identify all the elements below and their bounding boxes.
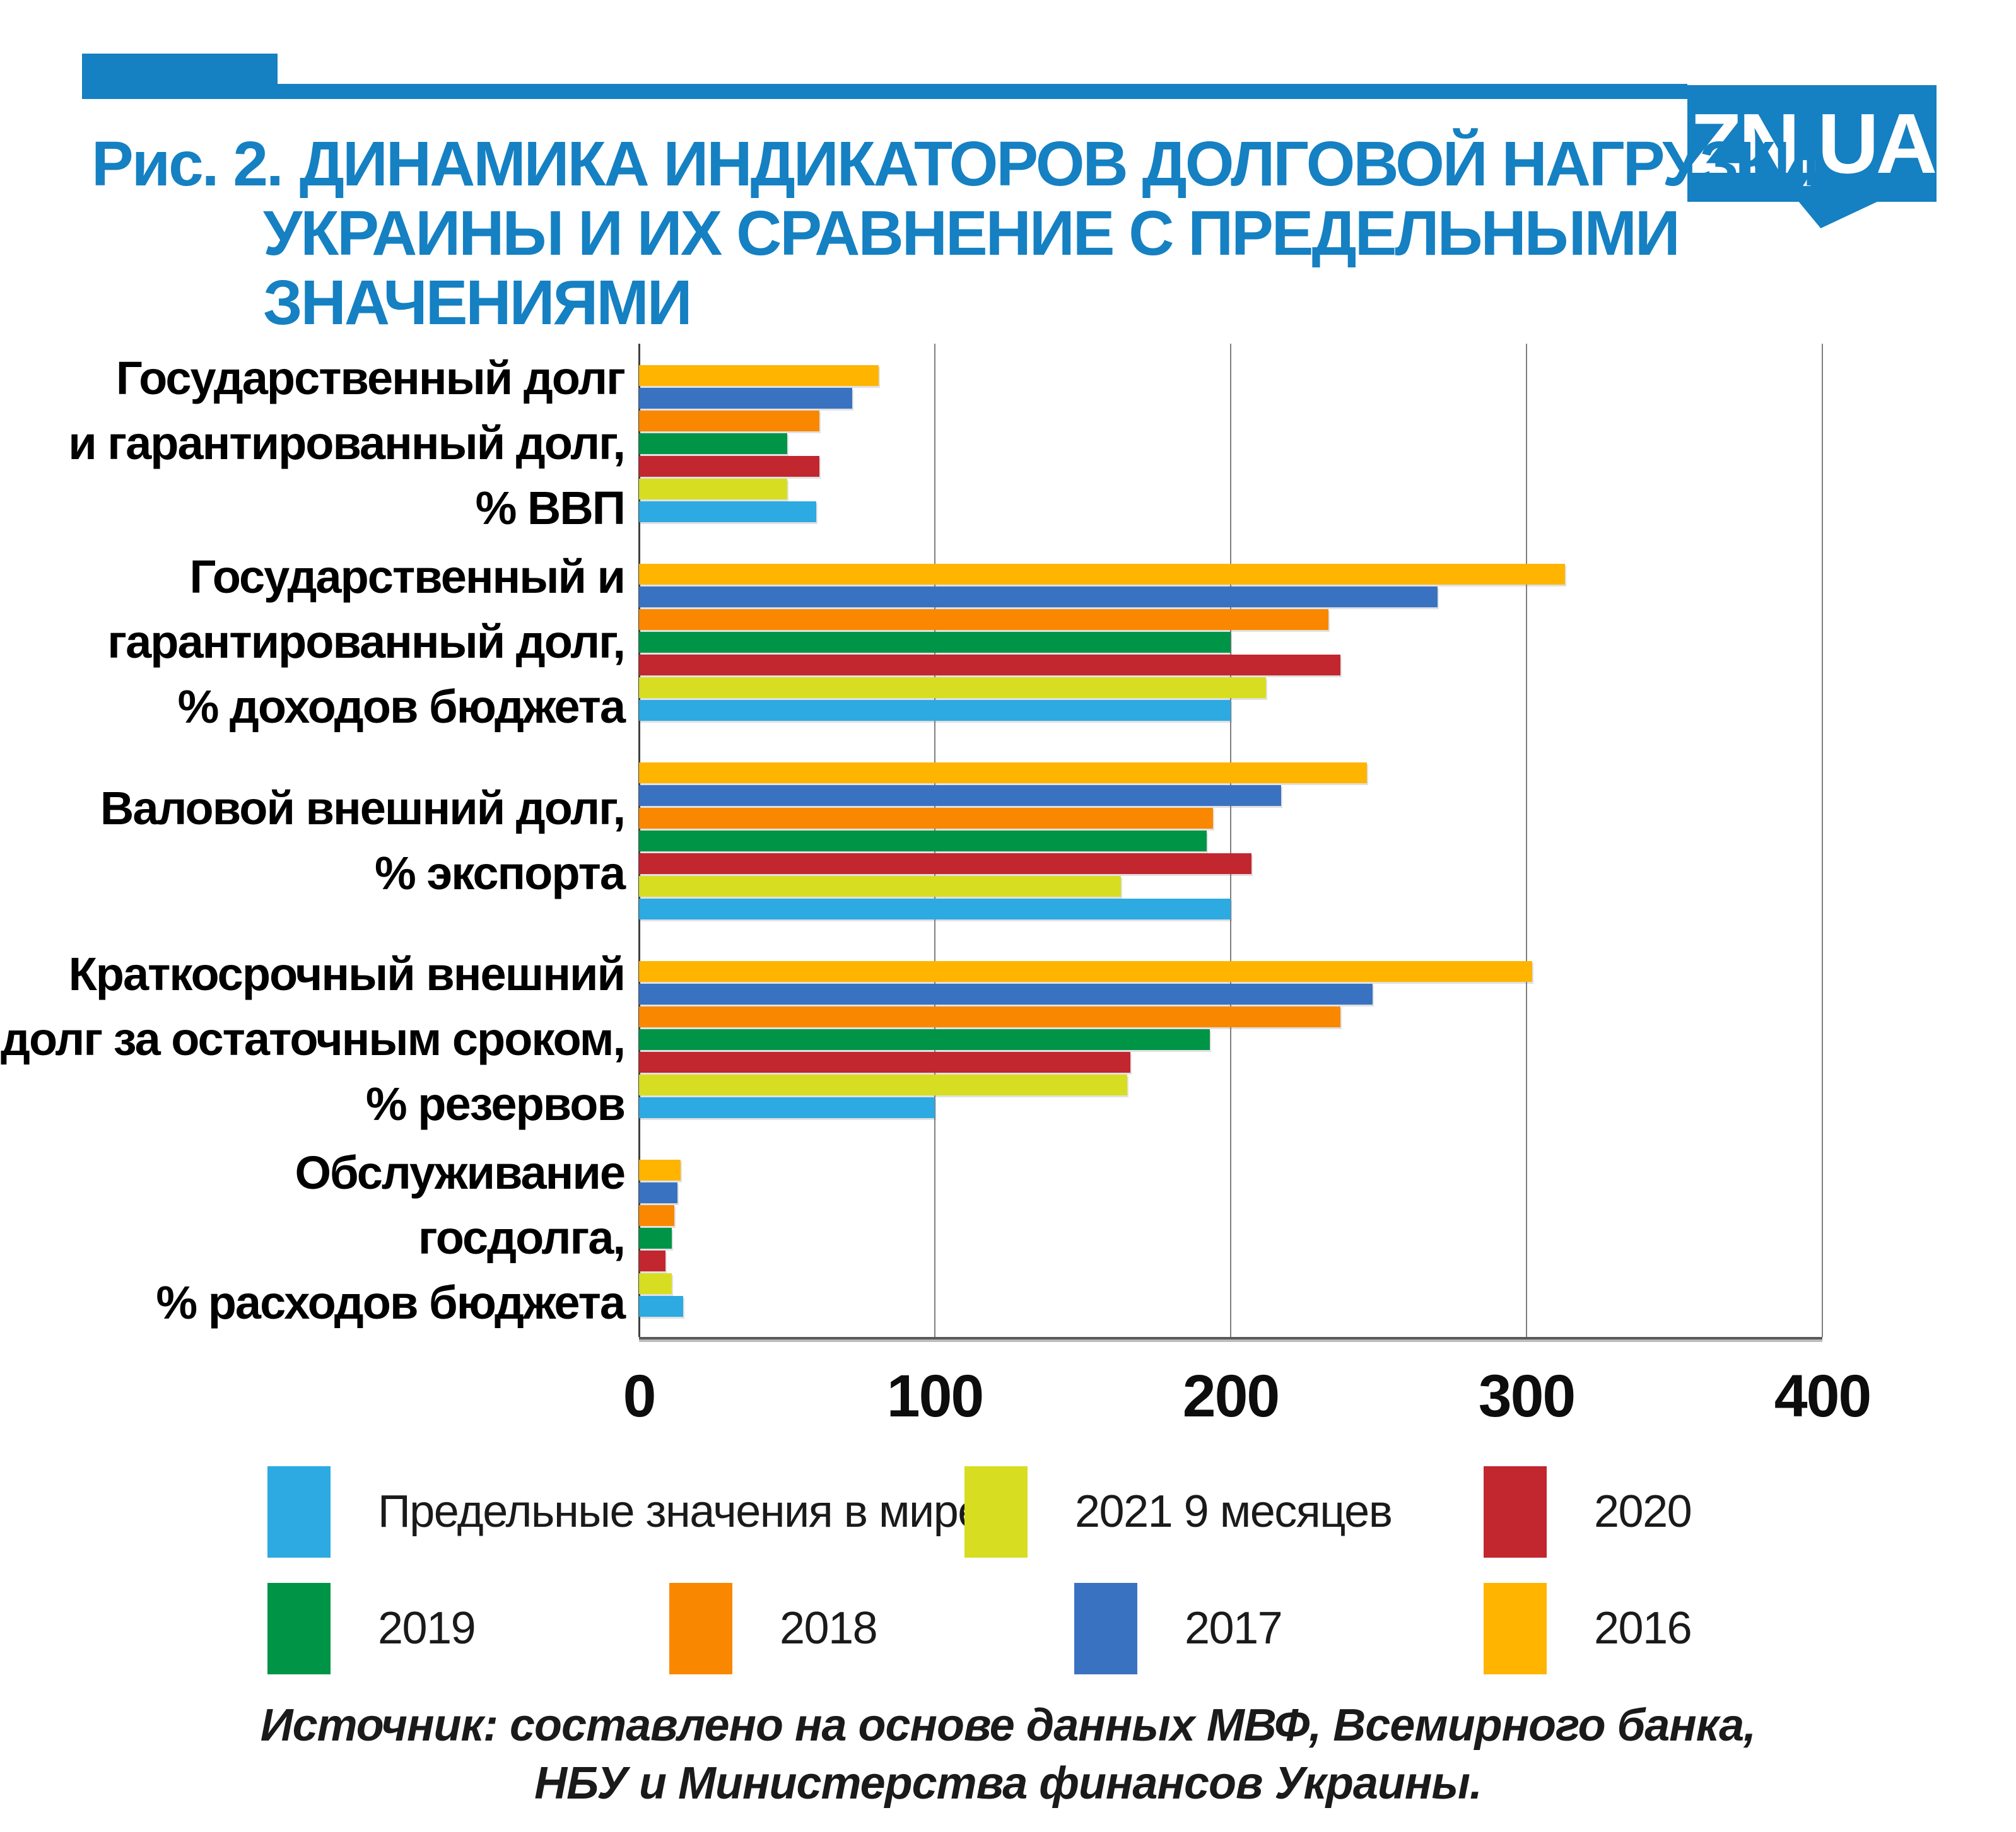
legend-label-2020: 2020 bbox=[1594, 1486, 1692, 1537]
source-line-2: НБУ и Министерства финансов Украины. bbox=[534, 1758, 1482, 1809]
bar-group3-2021-9-месяцев bbox=[639, 876, 1121, 897]
bar-group1-2016 bbox=[639, 365, 879, 386]
bar-group1-2017 bbox=[639, 388, 852, 409]
bar-group3-2019 bbox=[639, 831, 1207, 851]
bar-group4-2016 bbox=[639, 961, 1532, 982]
category-label-1: Государственный долг и гарантированный до… bbox=[38, 344, 626, 542]
category-label-5-line-1: Обслуживание bbox=[295, 1146, 626, 1199]
bar-group1-2019 bbox=[639, 433, 787, 454]
source-note: Источник: составлено на основе данных МВ… bbox=[0, 1696, 2016, 1812]
legend-swatch-2016 bbox=[1484, 1583, 1547, 1674]
legend-swatch-Предельные-значения-в-мире bbox=[267, 1466, 331, 1558]
legend-swatch-2019 bbox=[267, 1583, 331, 1674]
znua-logo-text: ZN,UA bbox=[1689, 96, 1937, 191]
bar-group1-Предельные-значения-в-мире bbox=[639, 501, 816, 522]
legend-swatch-2017 bbox=[1074, 1583, 1137, 1674]
gridline-400 bbox=[1822, 344, 1823, 1337]
bar-group3-2018 bbox=[639, 808, 1213, 829]
x-tick-0: 0 bbox=[623, 1363, 657, 1430]
category-label-2: Государственный и гарантированный долг, % … bbox=[38, 542, 626, 741]
bar-group5-2019 bbox=[639, 1228, 672, 1249]
source-line-1: Источник: составлено на основе данных МВ… bbox=[260, 1700, 1756, 1751]
category-label-3: Валовой внешний долг, % экспорта bbox=[38, 741, 626, 940]
category-label-1-line-1: Государственный долг bbox=[115, 352, 626, 404]
bar-group1-2018 bbox=[639, 411, 819, 431]
bar-group4-2019 bbox=[639, 1029, 1210, 1050]
category-label-2-line-2: гарантированный долг, bbox=[107, 616, 626, 668]
gridline-100 bbox=[934, 344, 935, 1337]
legend-label-2017: 2017 bbox=[1185, 1603, 1283, 1654]
bar-group2-2016 bbox=[639, 564, 1565, 585]
category-label-1-line-3: % ВВП bbox=[475, 482, 626, 534]
figure-title-text-1: ДИНАМИКА ИНДИКАТОРОВ ДОЛГОВОЙ НАГРУЗКИ bbox=[299, 129, 1819, 199]
legend-label-2018: 2018 bbox=[780, 1603, 878, 1654]
bar-group1-2020 bbox=[639, 456, 819, 477]
category-label-1-line-2: и гарантированный долг, bbox=[68, 417, 626, 469]
x-axis-line bbox=[639, 1337, 1822, 1339]
figure-title-line-1: Рис. 2. ДИНАМИКА ИНДИКАТОРОВ ДОЛГОВОЙ НА… bbox=[91, 129, 1819, 199]
category-label-4-line-1: Краткосрочный внешний bbox=[68, 948, 626, 1000]
category-label-2-line-1: Государственный и bbox=[189, 551, 626, 603]
bar-group3-Предельные-значения-в-мире bbox=[639, 899, 1231, 919]
bar-group4-Предельные-значения-в-мире bbox=[639, 1097, 935, 1118]
legend-swatch-2020 bbox=[1484, 1466, 1547, 1558]
znua-logo: ZN,UA bbox=[1687, 85, 1937, 202]
bar-group2-2020 bbox=[639, 655, 1340, 675]
legend-label-2019: 2019 bbox=[378, 1603, 476, 1654]
category-label-2-line-3: % доходов бюджета bbox=[177, 680, 626, 733]
bar-group4-2020 bbox=[639, 1052, 1130, 1073]
bar-group4-2018 bbox=[639, 1006, 1340, 1027]
gridline-0 bbox=[638, 344, 640, 1337]
legend-label-Предельные-значения-в-мире: Предельные значения в мире bbox=[378, 1486, 983, 1537]
bar-group3-2020 bbox=[639, 853, 1251, 874]
bar-group5-2016 bbox=[639, 1160, 681, 1181]
legend-swatch-2018 bbox=[669, 1583, 732, 1674]
bar-group4-2021-9-месяцев bbox=[639, 1075, 1127, 1095]
category-label-4: Краткосрочный внешний долг за остаточным … bbox=[1, 940, 626, 1138]
category-label-4-line-3: % резервов bbox=[365, 1078, 626, 1130]
bar-group2-2021-9-месяцев bbox=[639, 677, 1266, 698]
category-label-4-line-2: долг за остаточным сроком, bbox=[1, 1013, 626, 1065]
legend-label-2016: 2016 bbox=[1594, 1603, 1692, 1654]
gridline-300 bbox=[1526, 344, 1527, 1337]
znua-logo-tail bbox=[1798, 201, 1880, 228]
figure-title-line-2: УКРАИНЫ И ИХ СРАВНЕНИЕ С ПРЕДЕЛЬНЫМИ bbox=[263, 198, 1680, 269]
bar-group2-Предельные-значения-в-мире bbox=[639, 700, 1231, 721]
x-tick-200: 200 bbox=[1182, 1363, 1281, 1430]
gridline-200 bbox=[1230, 344, 1231, 1337]
figure-number: Рис. 2. bbox=[91, 129, 284, 199]
legend-label-2021-9-месяцев: 2021 9 месяцев bbox=[1075, 1486, 1393, 1537]
bar-group2-2018 bbox=[639, 609, 1328, 630]
x-tick-400: 400 bbox=[1774, 1363, 1872, 1430]
bar-group2-2019 bbox=[639, 632, 1231, 653]
category-label-5: Обслуживание госдолга, % расходов бюджета bbox=[38, 1138, 626, 1337]
bar-group3-2016 bbox=[639, 762, 1367, 783]
bar-group5-2018 bbox=[639, 1205, 674, 1226]
x-tick-300: 300 bbox=[1478, 1363, 1576, 1430]
category-label-3-line-1: Валовой внешний долг, bbox=[100, 781, 626, 834]
bar-group4-2017 bbox=[639, 984, 1373, 1005]
figure-title-line-3: ЗНАЧЕНИЯМИ bbox=[263, 267, 693, 338]
category-label-5-line-2: госдолга, bbox=[418, 1211, 626, 1264]
category-label-5-line-3: % расходов бюджета bbox=[156, 1276, 626, 1329]
category-label-3-line-2: % экспорта bbox=[375, 846, 626, 899]
legend-swatch-2021-9-месяцев bbox=[964, 1466, 1028, 1558]
bar-group5-2017 bbox=[639, 1182, 677, 1203]
bar-group1-2021-9-месяцев bbox=[639, 479, 787, 499]
header-accent-line bbox=[82, 84, 1687, 99]
bar-group3-2017 bbox=[639, 785, 1281, 806]
bar-group5-2021-9-месяцев bbox=[639, 1273, 672, 1294]
bar-group5-Предельные-значения-в-мире bbox=[639, 1296, 683, 1317]
bar-group5-2020 bbox=[639, 1251, 665, 1271]
x-tick-100: 100 bbox=[886, 1363, 985, 1430]
bar-group2-2017 bbox=[639, 586, 1438, 607]
